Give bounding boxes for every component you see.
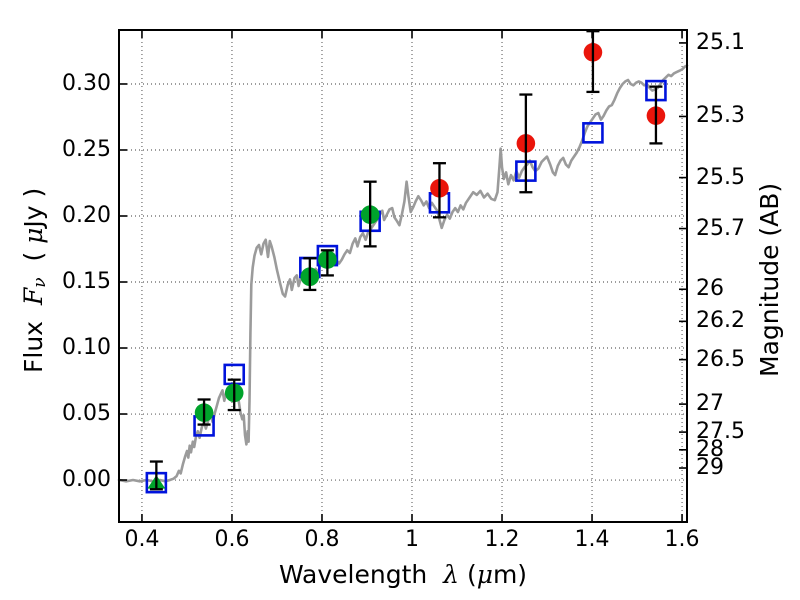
y-tick-label: 0.30 <box>62 70 111 96</box>
magnitude-tick-label: 25.7 <box>696 215 745 241</box>
mu-symbol-left: μ <box>19 227 48 244</box>
x-tick-label: 0.4 <box>124 527 160 552</box>
magnitude-tick-label: 27 <box>696 391 724 417</box>
magnitude-tick-label: 26 <box>696 276 724 302</box>
x-tick-label: 1.6 <box>664 527 700 552</box>
mu-symbol: μ <box>476 560 493 589</box>
magnitude-tick-label: 27.5 <box>696 419 745 445</box>
lambda-symbol: λ <box>443 560 459 589</box>
x-tick-label: 1 <box>405 527 419 552</box>
magnitude-tick-label: 29 <box>696 455 724 480</box>
magnitude-tick-label: 26.2 <box>696 308 745 334</box>
axes-frame <box>118 29 688 523</box>
x-tick-label: 1.2 <box>484 527 520 552</box>
x-tick-label: 0.8 <box>304 527 340 552</box>
magnitude-tick-label: 26.5 <box>696 346 745 372</box>
y-tick-label: 0.25 <box>62 136 111 162</box>
magnitude-tick-label: 25.5 <box>696 164 745 190</box>
x-axis-unit-close: m) <box>492 560 528 589</box>
x-axis-unit-open: ( <box>459 560 477 589</box>
x-tick-label: 0.6 <box>214 527 250 552</box>
y-tick-label: 0.15 <box>62 269 111 294</box>
magnitude-tick-label: 25.1 <box>696 29 745 55</box>
x-axis-label: Wavelength λ (μm) <box>143 560 663 589</box>
y-tick-label: 0.10 <box>62 335 111 360</box>
x-axis-label-word: Wavelength <box>278 560 444 589</box>
blue-model-photometry-marker <box>582 122 604 144</box>
y-tick-label: 0.20 <box>62 203 111 228</box>
x-tick-label: 1.4 <box>574 527 610 552</box>
y-tick-label: 0.05 <box>62 401 111 427</box>
y-tick-label: 0.00 <box>62 467 111 493</box>
magnitude-tick-label: 28 <box>696 436 724 462</box>
magnitude-tick-label: 25.3 <box>696 103 745 129</box>
